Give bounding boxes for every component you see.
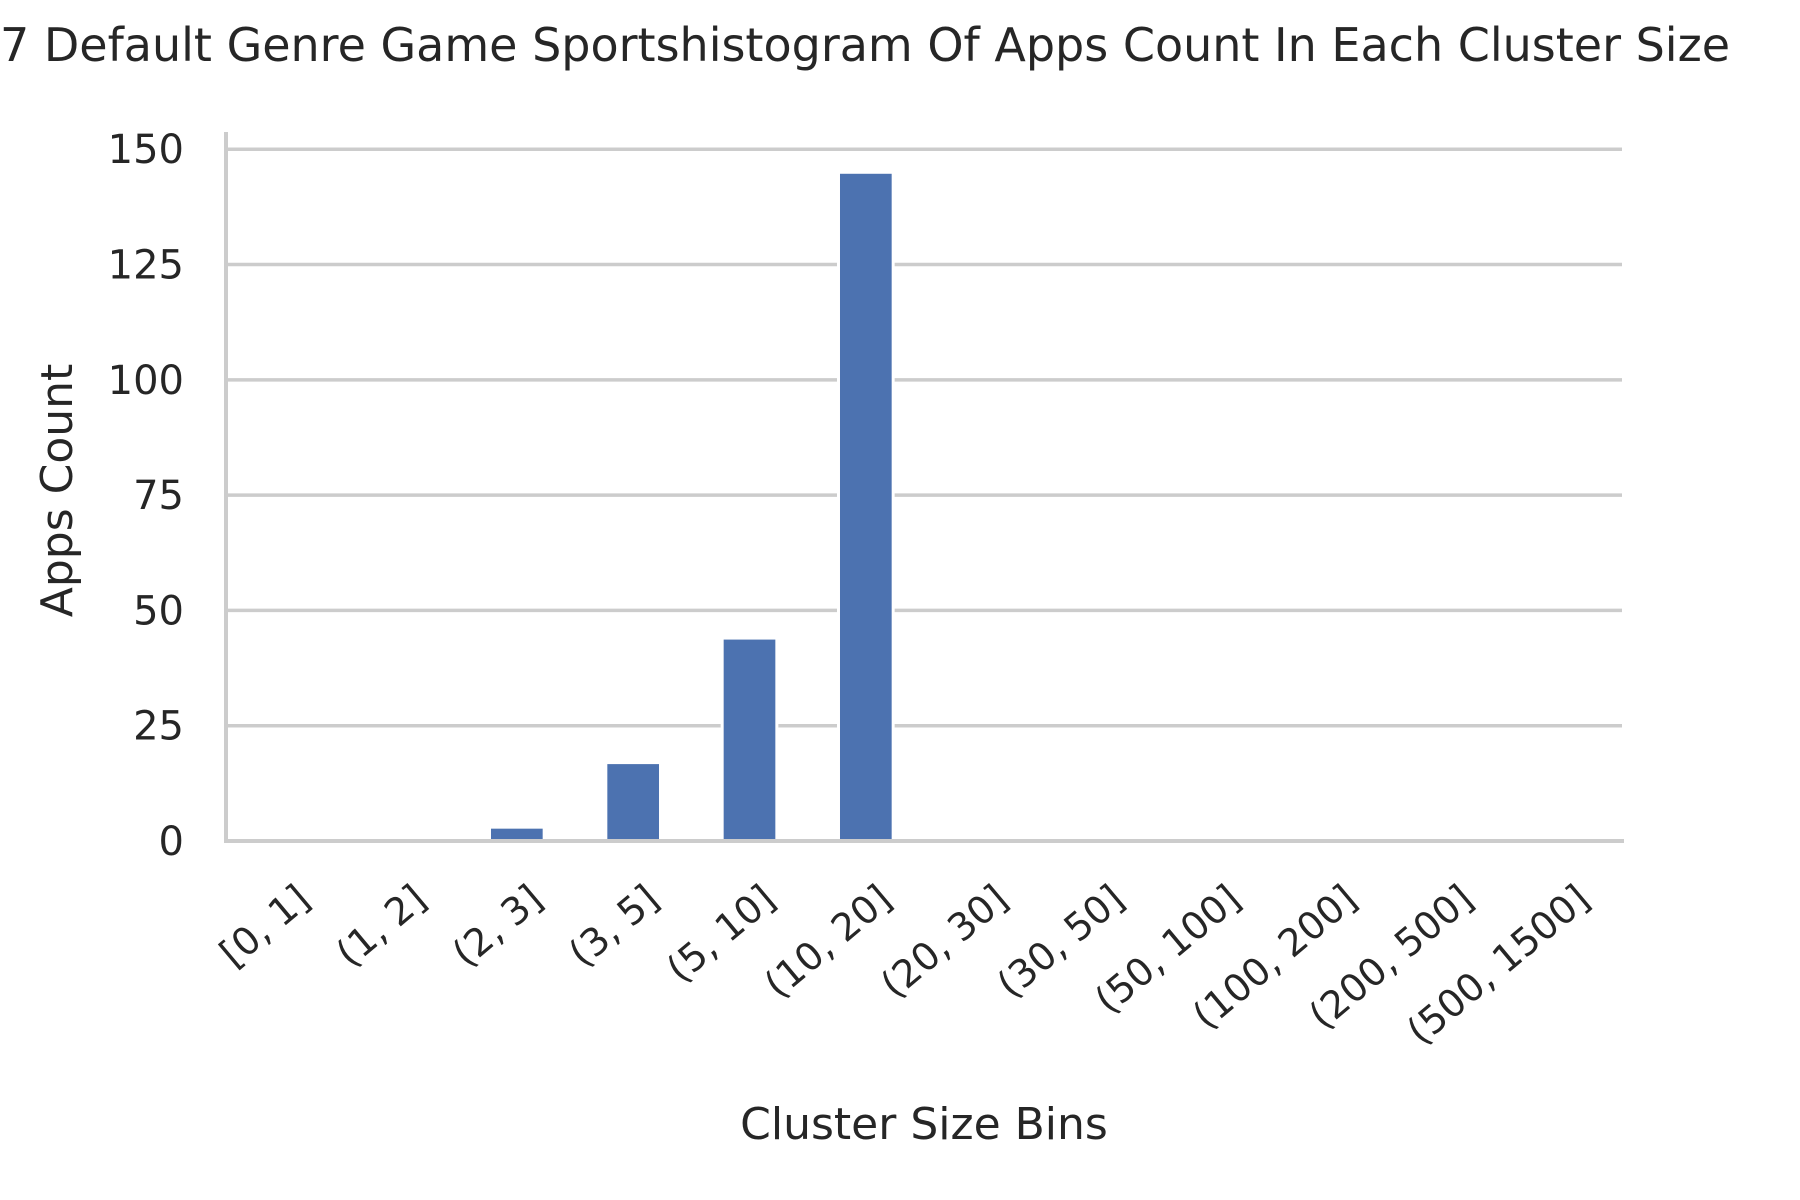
bar-3 [604,761,663,843]
y-tick-label-0: 0 [159,819,184,865]
bar-4 [720,636,779,843]
y-tick-labels: 0 25 50 75 100 125 150 [108,127,184,865]
bars [487,170,895,843]
y-tick-label-6: 150 [108,127,184,173]
x-tick-labels: [0, 1] (1, 2] (2, 3] (3, 5](5, 10](10, 20](… [211,876,1597,1053]
y-tick-label-2: 50 [133,588,184,634]
x-tick-label-3: (3, 5] [560,876,667,975]
grid-lines [226,147,1622,843]
x-tick-label-5: (10, 20] [756,876,900,1006]
axes [224,132,1624,843]
y-tick-label-4: 100 [108,358,184,404]
x-tick-label-6: (20, 30] [872,876,1016,1006]
y-tick-label-3: 75 [133,473,184,519]
bar-2 [487,825,546,843]
x-tick-label-2: (2, 3] [444,876,551,975]
bar-5 [836,170,895,843]
x-axis-label: Cluster Size Bins [740,1099,1108,1150]
x-tick-label-1: (1, 2] [328,876,435,975]
y-tick-label-5: 125 [108,243,184,289]
y-axis-label: Apps Count [32,364,83,618]
x-tick-label-0: [0, 1] [211,876,318,975]
chart-title: 7 Default Genre Game Sportshistogram Of … [0,18,1731,72]
y-tick-label-1: 25 [133,704,184,750]
